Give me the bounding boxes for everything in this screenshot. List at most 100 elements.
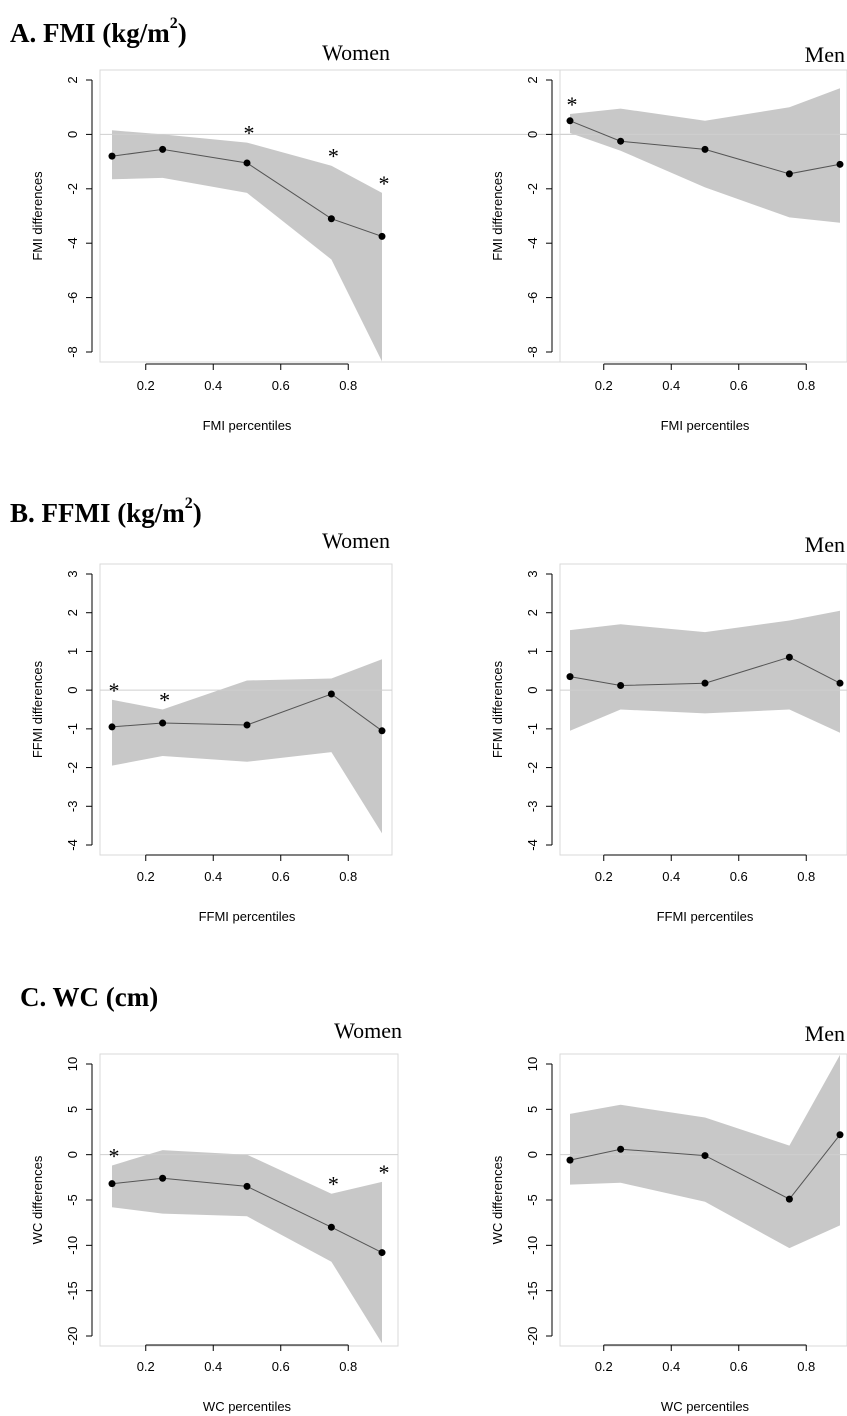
x-tick-label: 0.4 xyxy=(662,1359,680,1374)
y-tick-label: -2 xyxy=(65,762,80,774)
y-tick-label: -6 xyxy=(65,292,80,304)
plot-frame xyxy=(99,1053,399,1347)
data-point xyxy=(378,1249,386,1257)
panel-title: Women xyxy=(322,528,390,553)
x-axis-title: FMI percentiles xyxy=(661,418,750,433)
x-axis-title: FMI percentiles xyxy=(203,418,292,433)
section-title-superscript: 2 xyxy=(184,495,193,512)
y-tick-label: -2 xyxy=(65,183,80,195)
x-tick-label: 0.4 xyxy=(662,378,680,393)
x-tick-label: 0.2 xyxy=(137,378,155,393)
y-tick-label: 1 xyxy=(65,648,80,655)
data-point xyxy=(566,117,574,125)
y-tick-label: -8 xyxy=(525,346,540,358)
x-tick-label: 0.4 xyxy=(204,378,222,393)
y-tick-label: 0 xyxy=(525,131,540,138)
x-tick-label: 0.2 xyxy=(137,869,155,884)
panel-title: Women xyxy=(322,40,390,65)
panel-title: Women xyxy=(334,1018,402,1043)
y-tick-label: -8 xyxy=(65,346,80,358)
x-tick-label: 0.4 xyxy=(204,869,222,884)
data-point xyxy=(836,679,844,687)
x-tick-label: 0.2 xyxy=(595,378,613,393)
x-tick-label: 0.2 xyxy=(595,869,613,884)
significance-star: * xyxy=(567,92,578,117)
data-point xyxy=(243,159,251,167)
data-point xyxy=(159,1174,167,1182)
significance-star: * xyxy=(379,171,390,196)
x-tick-label: 0.8 xyxy=(797,1359,815,1374)
data-point xyxy=(617,1145,625,1153)
y-tick-label: 5 xyxy=(65,1106,80,1113)
y-tick-label: 2 xyxy=(525,76,540,83)
x-axis-title: FFMI percentiles xyxy=(657,909,754,924)
significance-star: * xyxy=(159,688,170,713)
data-point xyxy=(617,137,625,145)
confidence-band xyxy=(112,130,382,362)
y-axis-title: WC differences xyxy=(490,1155,505,1244)
chart-panel-ffmi-women: * * 3 2 1 0 -1 -2 -3 -4 FFMI differences 0.2 0.4 0.6 0… xyxy=(30,528,393,924)
x-tick-label: 0.2 xyxy=(595,1359,613,1374)
confidence-band xyxy=(112,1150,382,1344)
data-point xyxy=(566,1156,574,1164)
chart-panel-wc-women: * * * 10 5 0 -5 -10 -15 -20 WC differences 0.2 0.4 0.… xyxy=(30,1018,402,1414)
x-tick-label: 0.6 xyxy=(272,1359,290,1374)
panel-title: Men xyxy=(805,532,845,557)
significance-star: * xyxy=(328,144,339,169)
x-tick-label: 0.4 xyxy=(204,1359,222,1374)
data-point xyxy=(108,152,116,160)
section-title-fmi: A. FMI (kg/m2) xyxy=(10,15,187,49)
x-tick-label: 0.6 xyxy=(730,378,748,393)
data-point xyxy=(785,170,793,178)
y-tick-label: 10 xyxy=(65,1057,80,1071)
data-point xyxy=(836,1131,844,1139)
data-point xyxy=(378,232,386,240)
data-point xyxy=(378,727,386,735)
x-tick-label: 0.8 xyxy=(339,869,357,884)
x-axis-title: WC percentiles xyxy=(203,1399,292,1414)
chart-panel-fmi-women: * * * 2 0 -2 -4 -6 -8 FMI differences 0.2 0.4 0.6 0.8… xyxy=(30,40,847,433)
data-point xyxy=(159,145,167,153)
y-tick-label: 2 xyxy=(65,76,80,83)
y-tick-label: -6 xyxy=(525,292,540,304)
y-tick-label: -4 xyxy=(65,237,80,249)
data-point xyxy=(159,719,167,727)
y-axis-title: FMI differences xyxy=(490,171,505,261)
x-tick-label: 0.6 xyxy=(272,869,290,884)
confidence-band xyxy=(112,659,382,834)
x-tick-label: 0.4 xyxy=(662,869,680,884)
y-tick-label: 0 xyxy=(65,687,80,694)
confidence-band xyxy=(570,88,840,223)
y-tick-label: -4 xyxy=(65,839,80,851)
y-tick-label: 10 xyxy=(525,1057,540,1071)
y-tick-label: 5 xyxy=(525,1106,540,1113)
x-tick-label: 0.6 xyxy=(272,378,290,393)
data-point xyxy=(566,673,574,681)
y-tick-label: -2 xyxy=(525,183,540,195)
significance-star: * xyxy=(109,1144,120,1169)
y-tick-label: -10 xyxy=(525,1236,540,1255)
panel-title: Men xyxy=(805,42,845,67)
y-tick-label: -5 xyxy=(65,1194,80,1206)
y-tick-label: -2 xyxy=(525,762,540,774)
y-tick-label: -4 xyxy=(525,839,540,851)
data-point xyxy=(836,160,844,168)
data-point xyxy=(243,721,251,729)
x-axis-title: WC percentiles xyxy=(661,1399,750,1414)
section-title-ffmi: B. FFMI (kg/m2) xyxy=(10,495,202,529)
chart-panel-fmi-men: * 2 0 -2 -4 -6 -8 FMI differences 0.2 0.4 0.6 0.8 FM… xyxy=(490,42,847,433)
section-title-superscript: 2 xyxy=(169,15,178,32)
y-tick-label: 3 xyxy=(65,570,80,577)
section-title-suffix: ) xyxy=(177,18,187,48)
y-tick-label: -10 xyxy=(65,1236,80,1255)
data-point xyxy=(785,653,793,661)
y-tick-label: -4 xyxy=(525,237,540,249)
x-tick-label: 0.8 xyxy=(339,378,357,393)
significance-star: * xyxy=(328,1172,339,1197)
x-tick-label: 0.8 xyxy=(797,869,815,884)
data-point xyxy=(701,1152,709,1160)
x-tick-label: 0.6 xyxy=(730,869,748,884)
chart-panel-wc-men: 10 5 0 -5 -10 -15 -20 WC differences 0.2 0.4 0.6 0.… xyxy=(490,1021,847,1414)
data-point xyxy=(785,1195,793,1203)
